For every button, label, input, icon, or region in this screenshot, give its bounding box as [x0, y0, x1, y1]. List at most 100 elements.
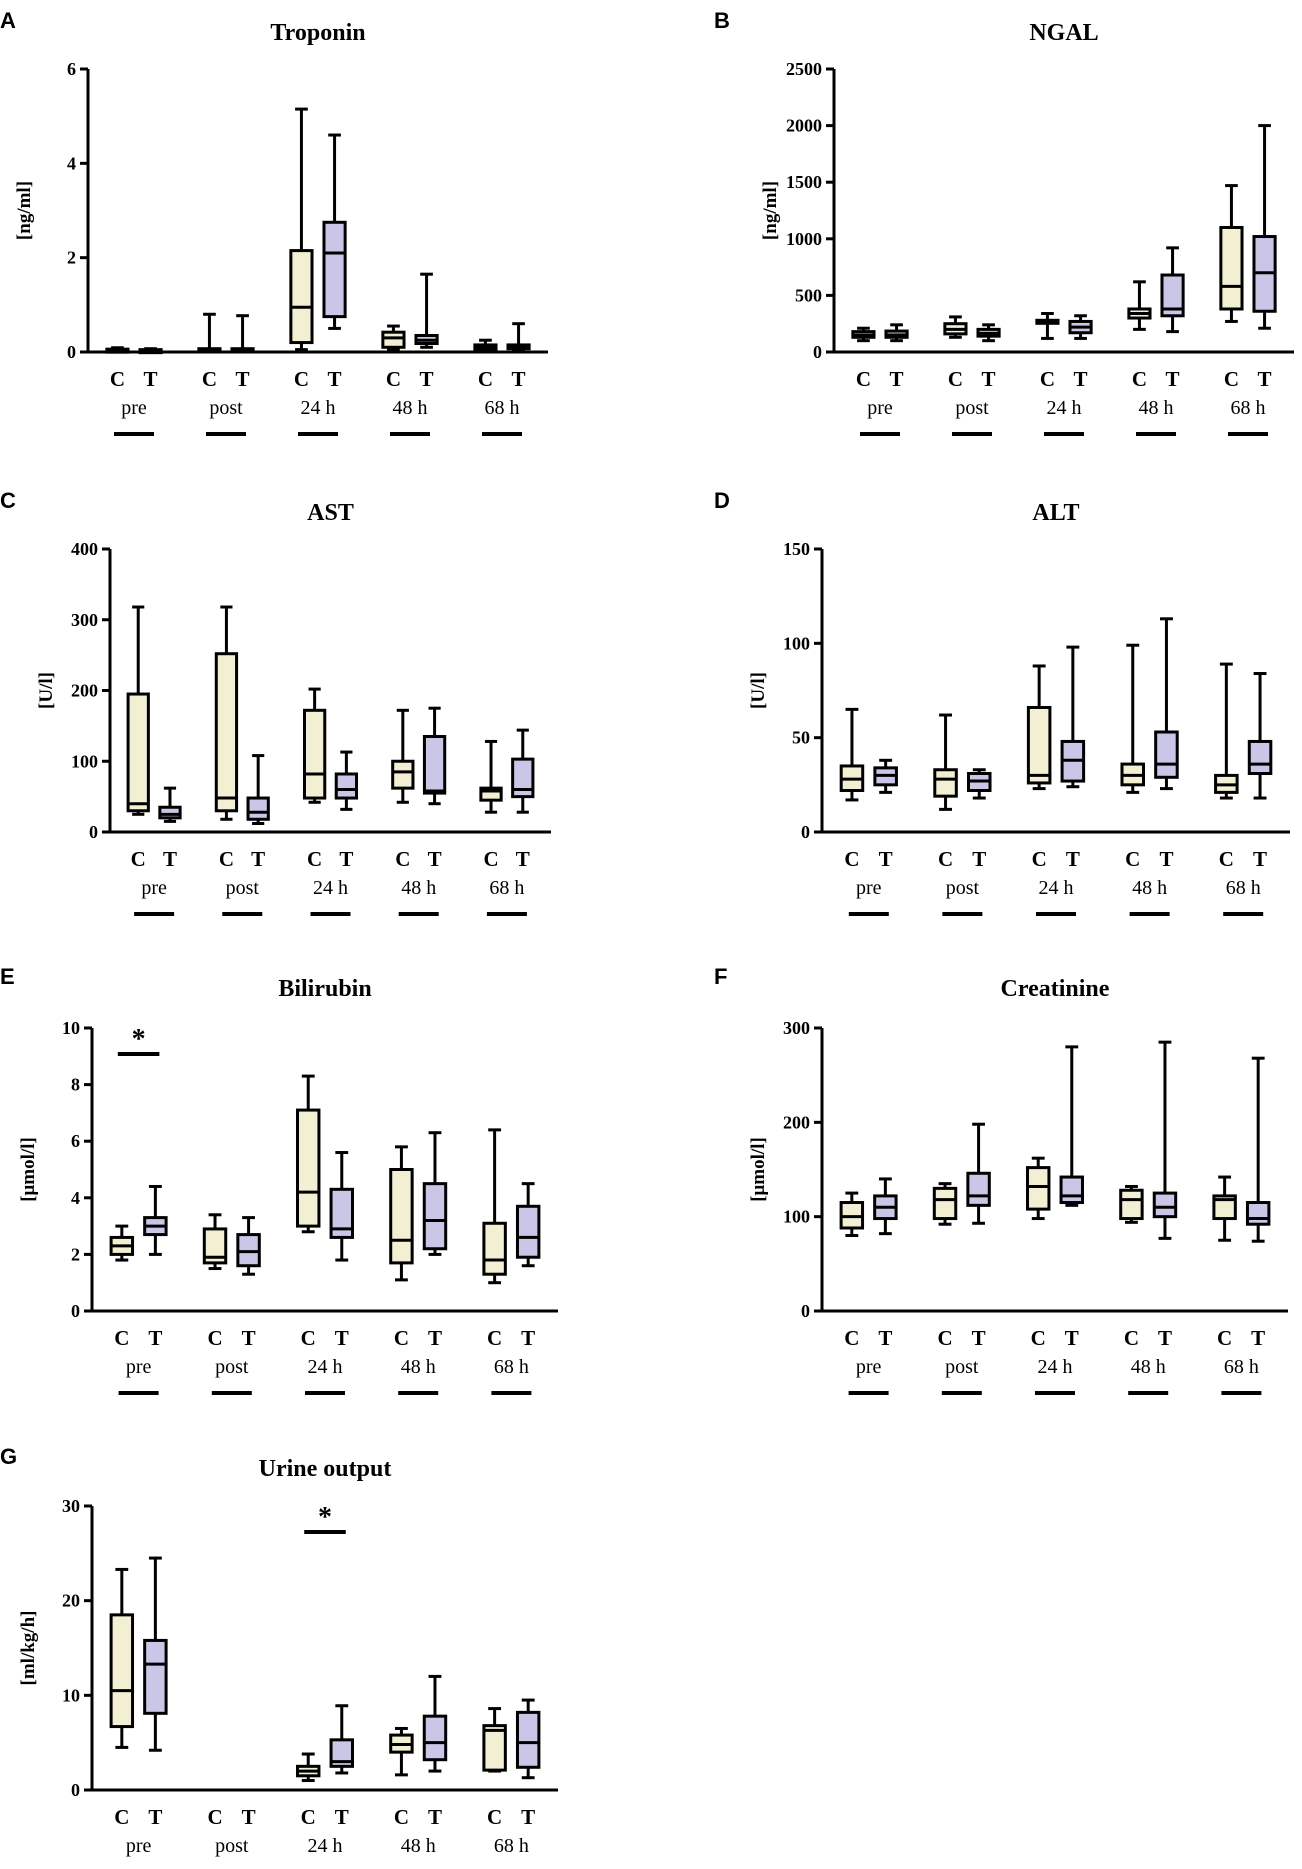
box-iqr [329, 1187, 354, 1239]
timepoint-label: 48 h [1139, 397, 1174, 419]
box-c [1127, 280, 1152, 331]
box-t [1247, 672, 1273, 800]
box-iqr [482, 1724, 507, 1772]
box-t [422, 1131, 448, 1256]
group-label-c: C [394, 1805, 409, 1829]
group-label-c: C [483, 847, 498, 871]
y-tick-label: 6 [71, 1131, 80, 1151]
group-label-t: T [420, 367, 434, 391]
box-c [389, 1145, 414, 1282]
box-iqr [1160, 273, 1185, 318]
group-label-t: T [328, 367, 342, 391]
group-label-c: C [301, 1805, 316, 1829]
group-label-c: C [294, 367, 309, 391]
group-label-t: T [428, 1805, 442, 1829]
chart-title: Troponin [270, 20, 365, 46]
group-label-t: T [242, 1805, 256, 1829]
y-tick-label: 300 [783, 1018, 810, 1038]
group-label-t: T [512, 367, 526, 391]
panel-letter: C [0, 488, 16, 513]
box-c [1214, 662, 1239, 800]
timepoint-label: post [946, 877, 980, 899]
box-t [138, 347, 163, 355]
box-c [473, 338, 498, 353]
y-tick-label: 200 [71, 681, 98, 701]
y-tick-label: 2500 [786, 59, 822, 79]
y-tick-label: 0 [801, 1301, 810, 1321]
box-c [1119, 1184, 1144, 1224]
box-iqr [1212, 1194, 1237, 1221]
group-label-t: T [972, 847, 986, 871]
box-iqr [1245, 1201, 1271, 1226]
panel-letter: F [714, 964, 727, 989]
group-label-t: T [1065, 1326, 1079, 1350]
y-tick-label: 4 [67, 153, 76, 173]
significance-star: * [318, 1502, 332, 1533]
timepoint-label: 68 h [485, 397, 520, 419]
group-label-c: C [114, 1326, 129, 1350]
group-label-c: C [307, 847, 322, 871]
box-iqr [246, 796, 270, 821]
timepoint-label: pre [121, 397, 147, 419]
box-t [158, 786, 182, 823]
group-label-c: C [131, 847, 146, 871]
box-iqr [109, 1613, 135, 1729]
box-c [109, 1224, 135, 1262]
timepoint-label: 68 h [1231, 397, 1266, 419]
panel-letter: D [714, 488, 730, 513]
y-tick-label: 1500 [786, 172, 822, 192]
timepoint-label: post [215, 1356, 249, 1378]
timepoint-label: 68 h [494, 1356, 529, 1378]
box-c [389, 1726, 414, 1777]
box-iqr [334, 772, 359, 800]
y-tick-label: 0 [813, 342, 822, 362]
timepoint-label: 68 h [494, 1835, 529, 1857]
timepoint-label: pre [867, 397, 893, 419]
box-iqr [933, 768, 958, 798]
box-c [851, 326, 876, 343]
group-label-c: C [1032, 847, 1047, 871]
timepoint-label: 48 h [1132, 877, 1167, 899]
box-iqr [1119, 1188, 1144, 1221]
box-t [246, 754, 270, 826]
y-tick-label: 4 [71, 1188, 80, 1208]
box-c [482, 1128, 507, 1285]
box-iqr [1247, 739, 1273, 776]
group-label-c: C [207, 1326, 222, 1350]
timepoint-label: 48 h [401, 877, 436, 899]
timepoint-label: pre [126, 1356, 152, 1378]
chart-title: Creatinine [1001, 976, 1110, 1002]
group-label-c: C [114, 1805, 129, 1829]
box-iqr [289, 249, 314, 345]
group-label-t: T [339, 847, 353, 871]
group-label-t: T [335, 1805, 349, 1829]
y-tick-label: 0 [71, 1780, 80, 1800]
box-t [1068, 314, 1093, 340]
y-axis-label: [ml/kg/h] [18, 1611, 39, 1686]
box-c [289, 107, 314, 352]
timepoint-label: 68 h [489, 877, 524, 899]
box-iqr [515, 1710, 541, 1769]
chart-title: AST [307, 500, 354, 526]
box-iqr [422, 1714, 448, 1762]
box-iqr [389, 1168, 414, 1265]
box-iqr [322, 220, 347, 319]
y-tick-label: 200 [783, 1112, 810, 1132]
group-label-c: C [110, 367, 125, 391]
timepoint-label: 24 h [1047, 397, 1082, 419]
box-iqr [296, 1108, 321, 1228]
group-label-c: C [478, 367, 493, 391]
y-tick-label: 8 [71, 1075, 80, 1095]
group-label-c: C [1132, 367, 1147, 391]
box-c [214, 605, 239, 821]
group-label-c: C [301, 1326, 316, 1350]
y-axis-label: [U/l] [36, 672, 57, 709]
box-t [873, 1177, 898, 1236]
box-iqr [1152, 1191, 1178, 1219]
group-label-t: T [251, 847, 265, 871]
box-c [296, 1074, 321, 1234]
timepoint-label: 68 h [1226, 877, 1261, 899]
y-tick-label: 0 [801, 822, 810, 842]
